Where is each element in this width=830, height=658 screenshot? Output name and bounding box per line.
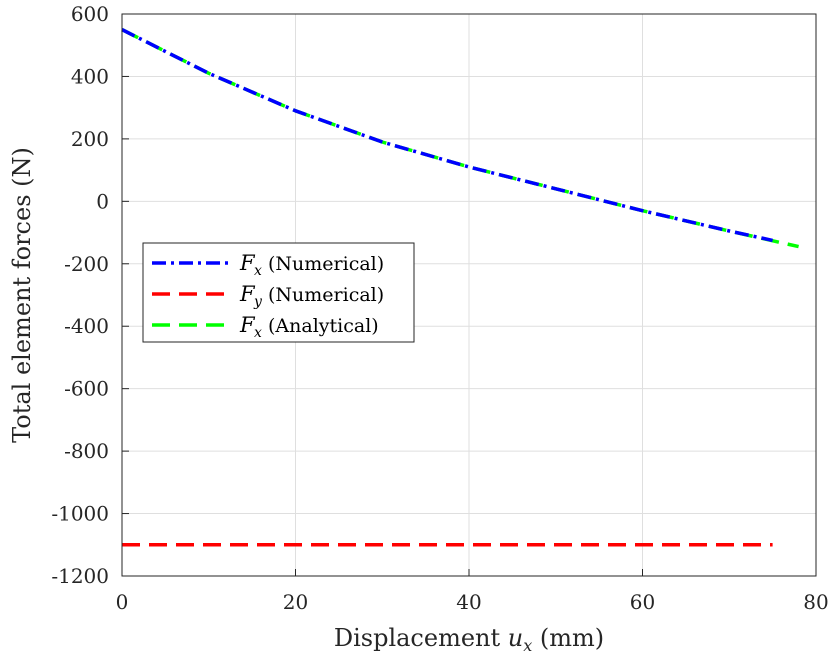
y-tick-label: -800	[64, 439, 109, 463]
y-axis-title: Total element forces (N)	[8, 147, 36, 443]
axes-box	[121, 13, 817, 577]
x-tick-label: 40	[456, 590, 481, 614]
y-tick-label: -200	[64, 252, 109, 276]
legend-subscript-1: x	[254, 263, 262, 279]
x-axis-title: Displacement ux (mm)	[334, 624, 604, 655]
legend-symbol-3: F	[239, 313, 256, 337]
series-line-1	[121, 28, 773, 243]
x-tick-label: 20	[283, 590, 308, 614]
y-tick-label: 400	[71, 64, 109, 88]
y-tick-label: 600	[71, 2, 109, 26]
x-tick-label: 60	[630, 590, 655, 614]
legend-label-3: (Analytical)	[268, 315, 379, 337]
legend-label-1: (Numerical)	[268, 253, 384, 275]
y-tick-label: 0	[96, 189, 109, 213]
y-tick-label: -600	[64, 377, 109, 401]
legend-label-2: (Numerical)	[268, 284, 384, 306]
y-tick-label: -1200	[51, 564, 109, 588]
y-tick-label: 200	[71, 127, 109, 151]
y-tick-label: -1000	[51, 502, 109, 526]
legend-subscript-2: y	[253, 294, 263, 310]
y-tick-label: -400	[64, 314, 109, 338]
legend-symbol-1: F	[239, 251, 256, 275]
legend-symbol-2: F	[239, 282, 256, 306]
x-tick-label: 0	[116, 590, 129, 614]
x-tick-label: 80	[803, 590, 828, 614]
legend-subscript-3: x	[254, 325, 262, 341]
